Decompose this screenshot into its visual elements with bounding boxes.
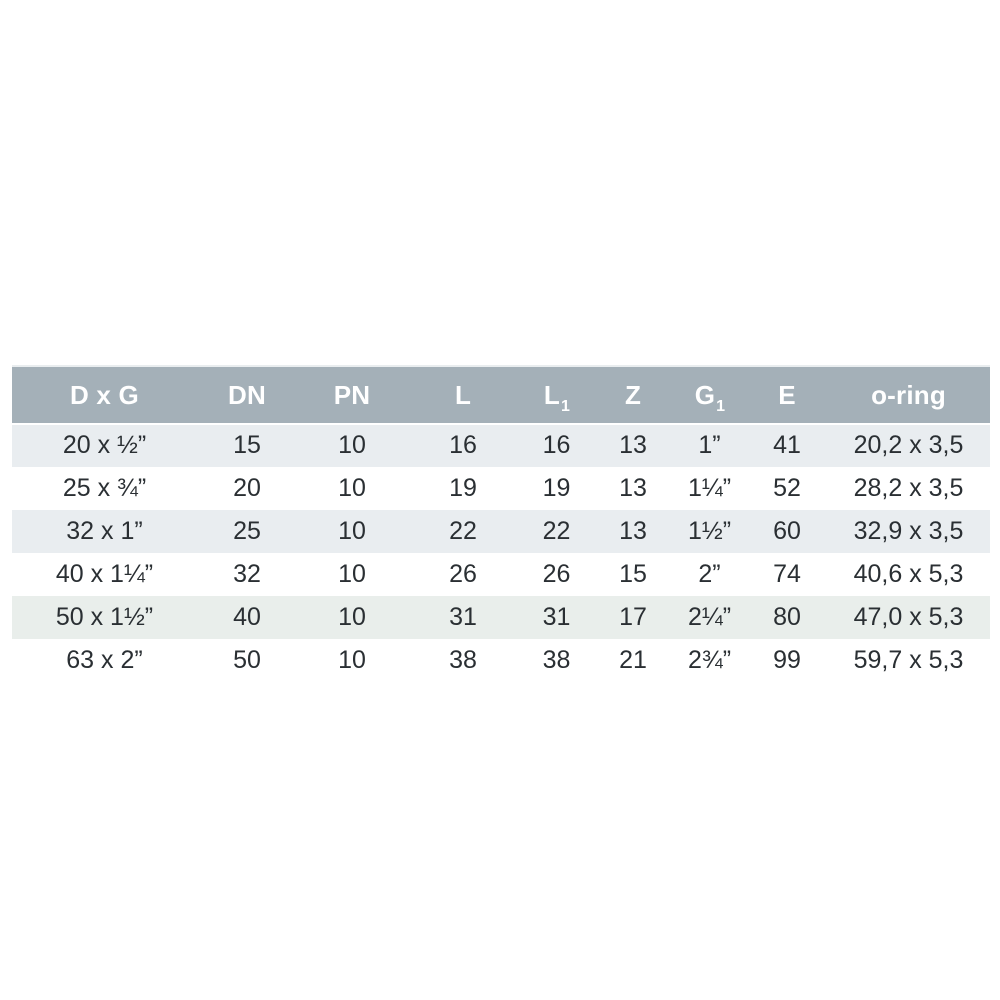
cell-g1: 2¼” — [687, 603, 732, 631]
cell-l1: 19 — [542, 474, 571, 502]
cell-oring: 40,6 x 5,3 — [853, 560, 964, 588]
cell-dn: 32 — [233, 560, 261, 588]
cell-l1: 38 — [542, 646, 571, 674]
cell-dxg: 32 x 1” — [66, 517, 143, 545]
table-row: 25 x ¾” 20 10 19 19 13 1¼” 52 28,2 x 3,5 — [12, 467, 990, 510]
table-body: 20 x ½” 15 10 16 16 13 1” 41 20,2 x 3,5 … — [12, 424, 990, 682]
table-row: 20 x ½” 15 10 16 16 13 1” 41 20,2 x 3,5 — [12, 424, 990, 467]
column-header-l1: L1 — [519, 367, 594, 424]
table-row: 32 x 1” 25 10 22 22 13 1½” 60 32,9 x 3,5 — [12, 510, 990, 553]
column-header-z: Z — [594, 367, 672, 424]
cell-dxg: 20 x ½” — [62, 431, 147, 459]
cell-e: 99 — [773, 646, 801, 674]
cell-l1: 22 — [542, 517, 571, 545]
column-header-dn: DN — [197, 367, 297, 424]
table-row: 63 x 2” 50 10 38 38 21 2¾” 99 59,7 x 5,3 — [12, 639, 990, 682]
table-row: 50 x 1½” 40 10 31 31 17 2¼” 80 47,0 x 5,… — [12, 596, 990, 639]
cell-dxg: 50 x 1½” — [55, 603, 154, 631]
column-header-oring: o-ring — [827, 367, 990, 424]
cell-e: 60 — [773, 517, 801, 545]
table-header: D x G DN PN L L1 Z G1 E o-ring — [12, 367, 990, 424]
column-header-oring-label: o-ring — [871, 380, 946, 410]
column-header-l1-label: L — [543, 380, 560, 410]
cell-l: 26 — [449, 560, 477, 588]
cell-l: 31 — [449, 603, 477, 631]
cell-pn: 10 — [338, 603, 366, 631]
cell-dn: 15 — [233, 431, 261, 459]
cell-e: 41 — [773, 431, 801, 459]
column-header-l1-subscript: 1 — [560, 398, 571, 415]
column-header-dxg-label: D x G — [70, 380, 139, 410]
cell-g1: 1” — [698, 431, 721, 459]
cell-pn: 10 — [338, 517, 366, 545]
cell-dxg: 25 x ¾” — [62, 474, 147, 502]
cell-e: 52 — [773, 474, 801, 502]
cell-dn: 20 — [233, 474, 261, 502]
pipe-fitting-dimensions-table: D x G DN PN L L1 Z G1 E o-ring 20 x ½” 1… — [12, 367, 990, 682]
cell-oring: 59,7 x 5,3 — [853, 646, 964, 674]
cell-e: 80 — [773, 603, 801, 631]
cell-pn: 10 — [338, 431, 366, 459]
cell-pn: 10 — [338, 474, 366, 502]
cell-g1: 2¾” — [687, 646, 732, 674]
column-header-pn: PN — [297, 367, 407, 424]
cell-z: 21 — [619, 646, 647, 674]
table-header-underline — [12, 423, 990, 425]
cell-l1: 31 — [542, 603, 571, 631]
table-header-top-edge — [12, 365, 990, 367]
cell-g1: 1½” — [687, 517, 732, 545]
cell-g1: 1¼” — [687, 474, 732, 502]
column-header-l: L — [407, 367, 519, 424]
cell-dn: 40 — [233, 603, 261, 631]
column-header-e-label: E — [778, 380, 796, 410]
table-header-row: D x G DN PN L L1 Z G1 E o-ring — [12, 367, 990, 424]
column-header-l-label: L — [454, 380, 472, 410]
cell-l: 38 — [449, 646, 477, 674]
cell-z: 15 — [619, 560, 647, 588]
column-header-g1-label: G — [694, 380, 716, 410]
column-header-dn-label: DN — [228, 380, 266, 410]
cell-l: 22 — [449, 517, 477, 545]
cell-pn: 10 — [338, 646, 366, 674]
cell-z: 13 — [619, 517, 647, 545]
cell-e: 74 — [773, 560, 801, 588]
cell-dn: 50 — [233, 646, 261, 674]
column-header-g1-subscript: 1 — [716, 398, 726, 415]
table-row: 40 x 1¼” 32 10 26 26 15 2” 74 40,6 x 5,3 — [12, 553, 990, 596]
cell-dxg: 63 x 2” — [66, 646, 143, 674]
cell-oring: 47,0 x 5,3 — [853, 603, 964, 631]
cell-l: 16 — [449, 431, 477, 459]
cell-z: 13 — [619, 431, 647, 459]
cell-z: 13 — [619, 474, 647, 502]
cell-dn: 25 — [233, 517, 261, 545]
column-header-pn-label: PN — [333, 380, 371, 410]
cell-pn: 10 — [338, 560, 366, 588]
cell-oring: 32,9 x 3,5 — [853, 517, 964, 545]
cell-dxg: 40 x 1¼” — [55, 560, 154, 588]
column-header-z-label: Z — [624, 380, 642, 410]
column-header-g1: G1 — [672, 367, 747, 424]
cell-oring: 20,2 x 3,5 — [853, 431, 964, 459]
cell-l1: 16 — [542, 431, 571, 459]
cell-l: 19 — [449, 474, 477, 502]
column-header-dxg: D x G — [12, 367, 197, 424]
cell-l1: 26 — [542, 560, 571, 588]
cell-oring: 28,2 x 3,5 — [853, 474, 964, 502]
cell-z: 17 — [619, 603, 647, 631]
column-header-e: E — [747, 367, 827, 424]
cell-g1: 2” — [698, 560, 721, 588]
